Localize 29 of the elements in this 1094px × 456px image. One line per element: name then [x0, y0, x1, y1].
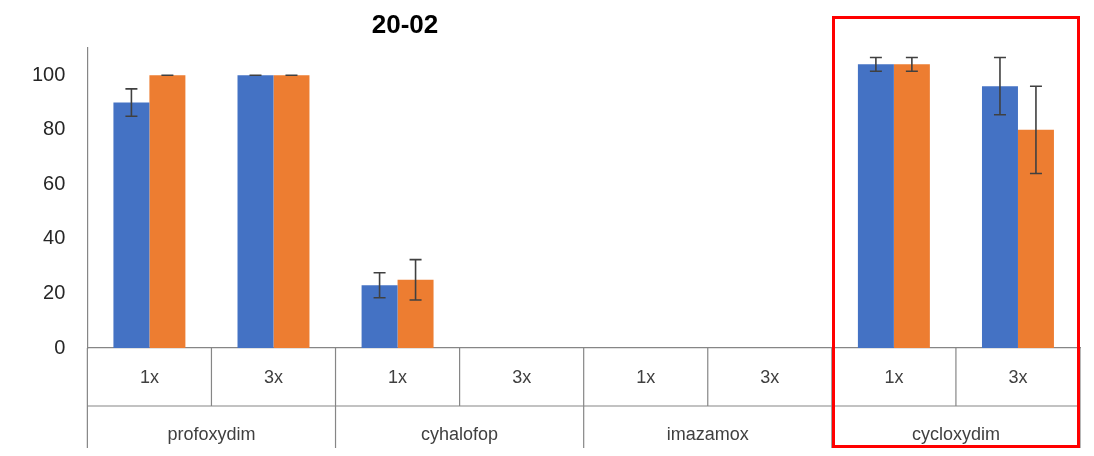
- y-tick-label: 40: [43, 226, 66, 249]
- y-tick-label: 0: [54, 335, 66, 358]
- bar: [857, 64, 894, 348]
- y-tick-label: 60: [43, 171, 66, 194]
- x-tick-label: 3x: [512, 366, 532, 387]
- x-tick-label: 3x: [1008, 366, 1028, 387]
- bar: [149, 75, 186, 348]
- x-tick-label: 3x: [760, 366, 780, 387]
- bar: [397, 279, 434, 348]
- x-tick-label: 3x: [263, 366, 283, 387]
- bar: [1017, 129, 1054, 348]
- text: imazamox: [666, 423, 749, 444]
- bar: [237, 75, 274, 348]
- x-tick-label: 1x: [388, 366, 408, 387]
- x-tick-label: 1x: [884, 366, 904, 387]
- bar: [273, 75, 310, 348]
- bar: [113, 102, 150, 348]
- bar: [361, 285, 398, 348]
- text: cycloxydim: [911, 423, 1000, 444]
- text: profoxydim: [167, 423, 256, 444]
- y-tick-label: 20: [43, 280, 66, 303]
- y-tick-label: 100: [31, 62, 66, 85]
- bar: [893, 64, 930, 348]
- text: cyhalofop: [421, 423, 499, 444]
- bar: [981, 86, 1018, 348]
- y-tick-label: 80: [43, 117, 66, 140]
- x-tick-label: 1x: [139, 366, 159, 387]
- chart-title: 20-02: [371, 9, 439, 40]
- x-tick-label: 1x: [636, 366, 656, 387]
